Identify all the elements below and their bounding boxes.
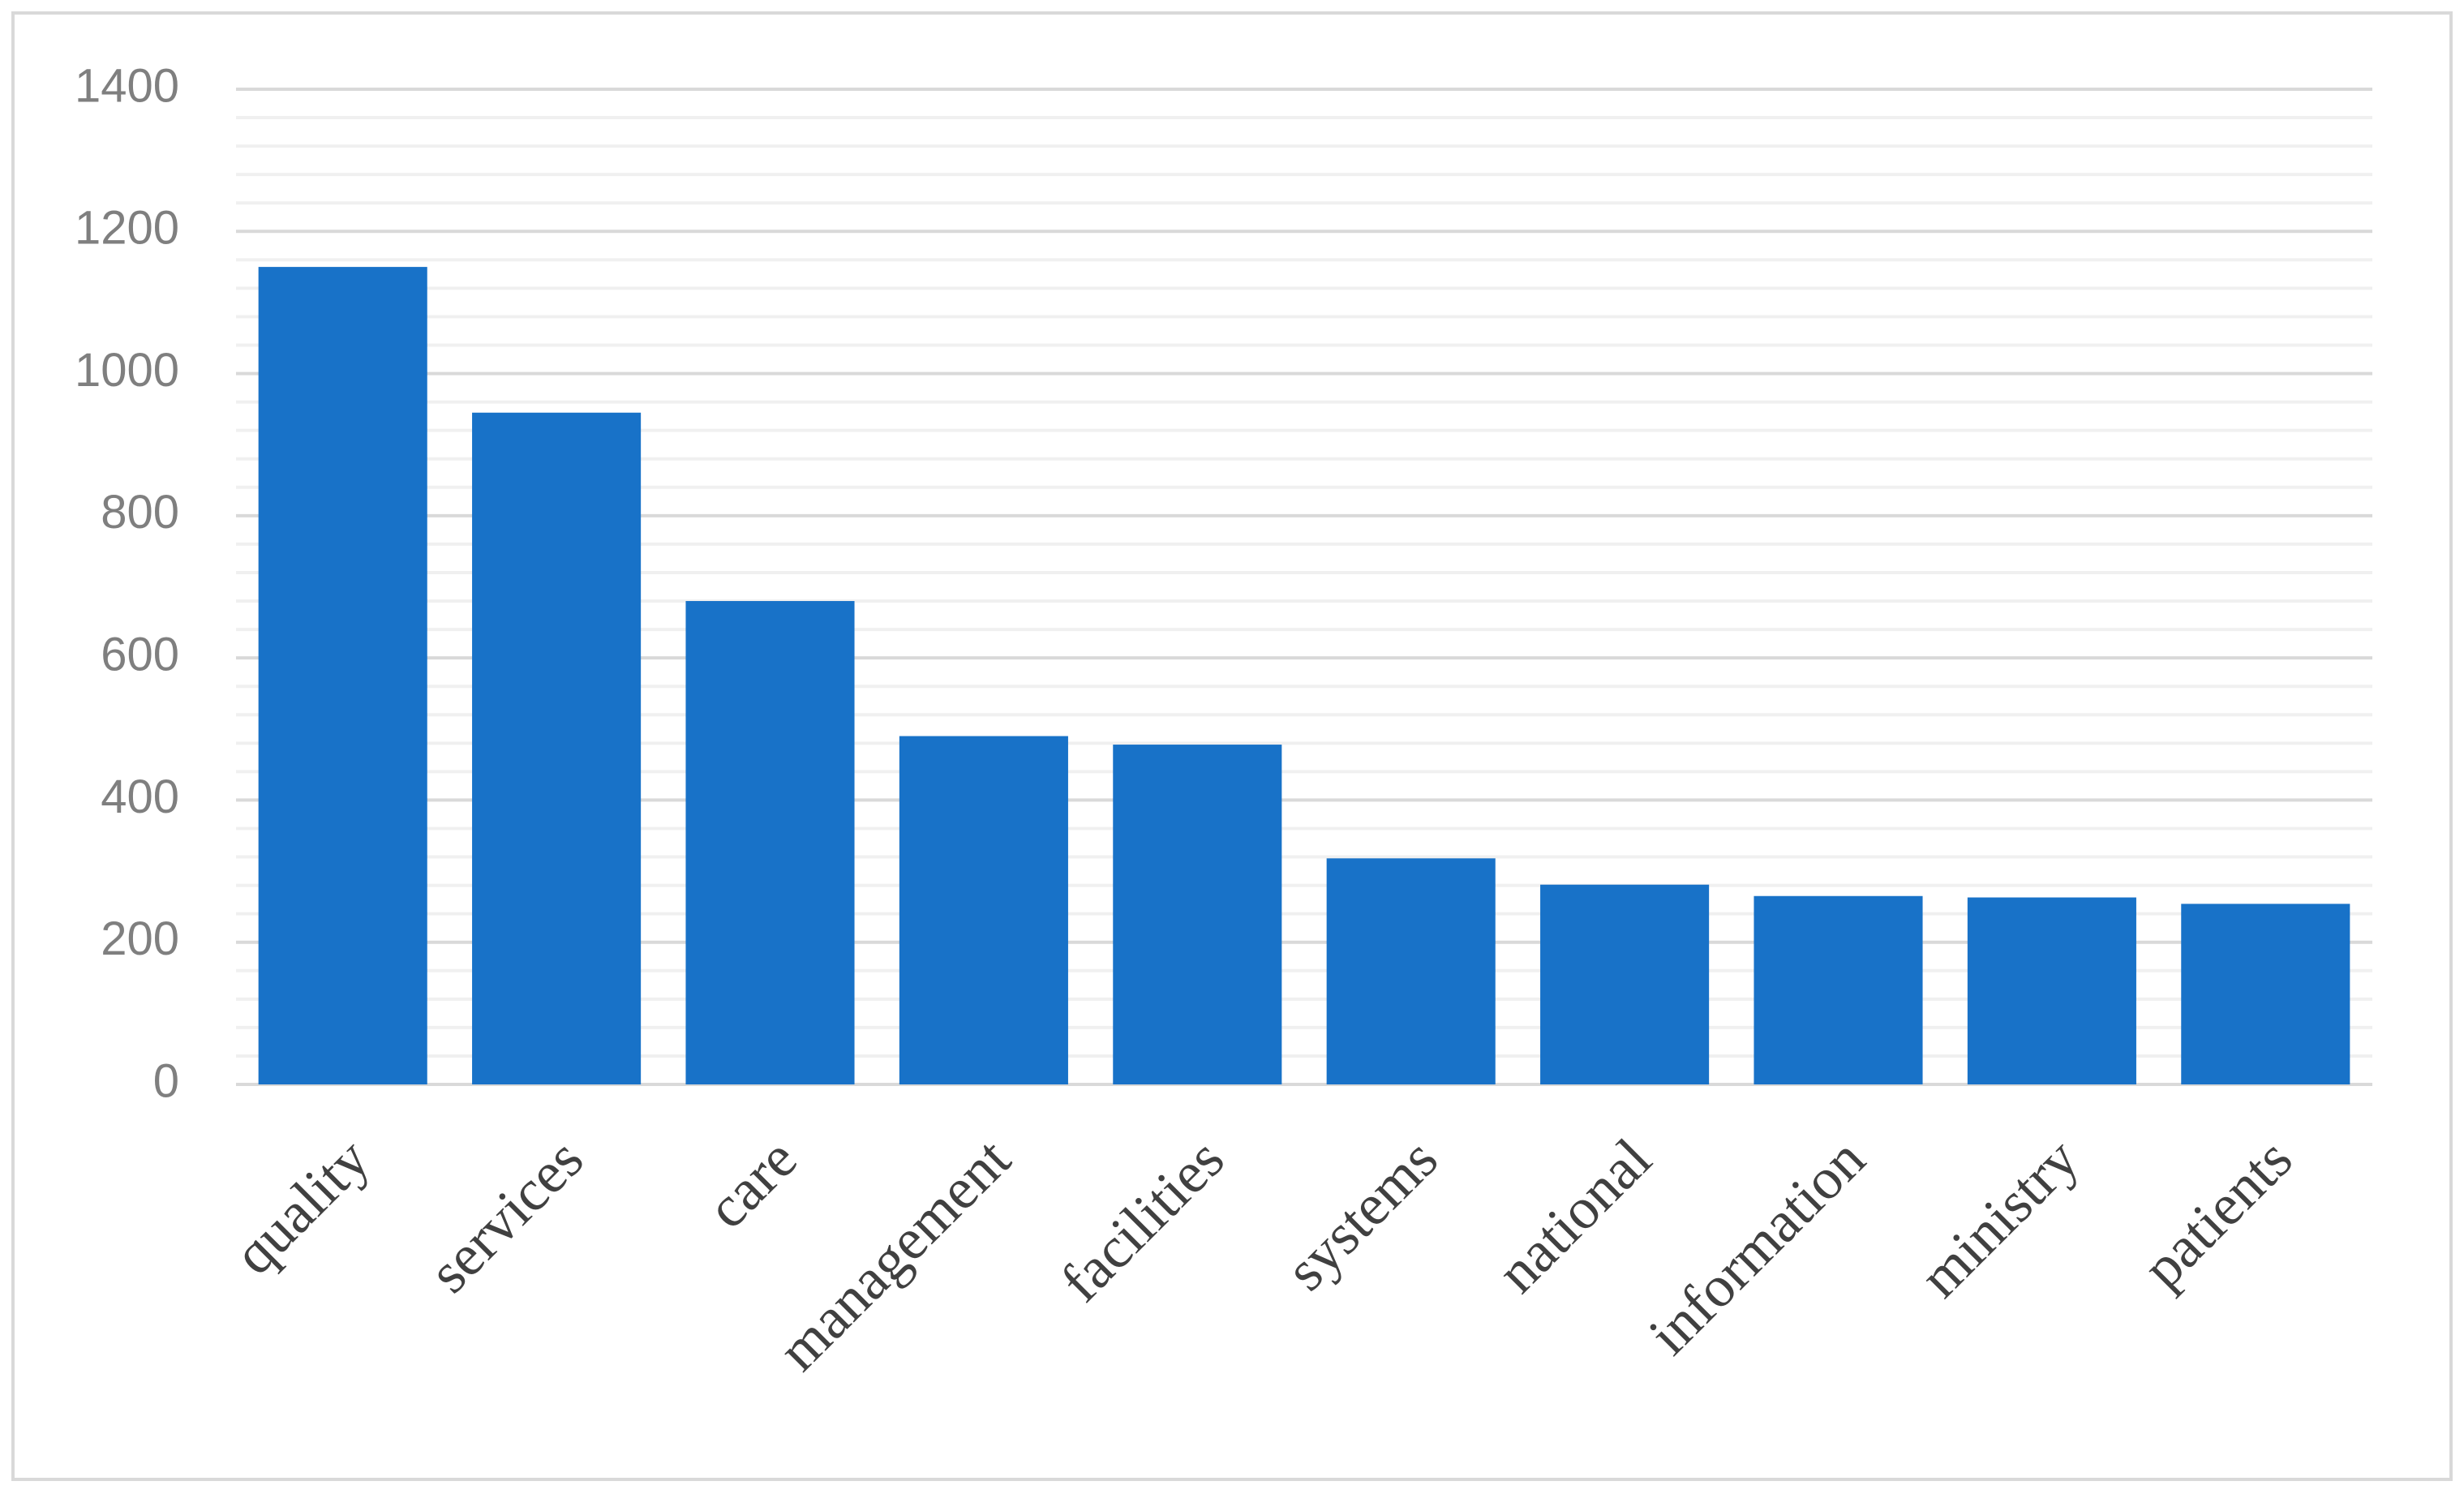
bar xyxy=(1754,895,1923,1084)
bar xyxy=(685,601,855,1084)
bar xyxy=(899,736,1068,1084)
y-tick-label: 0 xyxy=(153,1054,179,1107)
bar xyxy=(2181,904,2350,1084)
bar xyxy=(1540,884,1710,1084)
y-tick-label: 1200 xyxy=(75,202,179,255)
bar xyxy=(472,412,642,1084)
y-tick-label: 200 xyxy=(101,912,179,965)
bar xyxy=(258,267,427,1084)
y-tick-label: 800 xyxy=(101,486,179,539)
y-tick-label: 1400 xyxy=(75,59,179,112)
bar xyxy=(1967,897,2136,1084)
y-tick-label: 600 xyxy=(101,628,179,680)
bar xyxy=(1326,858,1496,1084)
y-tick-label: 400 xyxy=(101,771,179,823)
bar xyxy=(1113,745,1282,1084)
y-tick-label: 1000 xyxy=(75,344,179,397)
